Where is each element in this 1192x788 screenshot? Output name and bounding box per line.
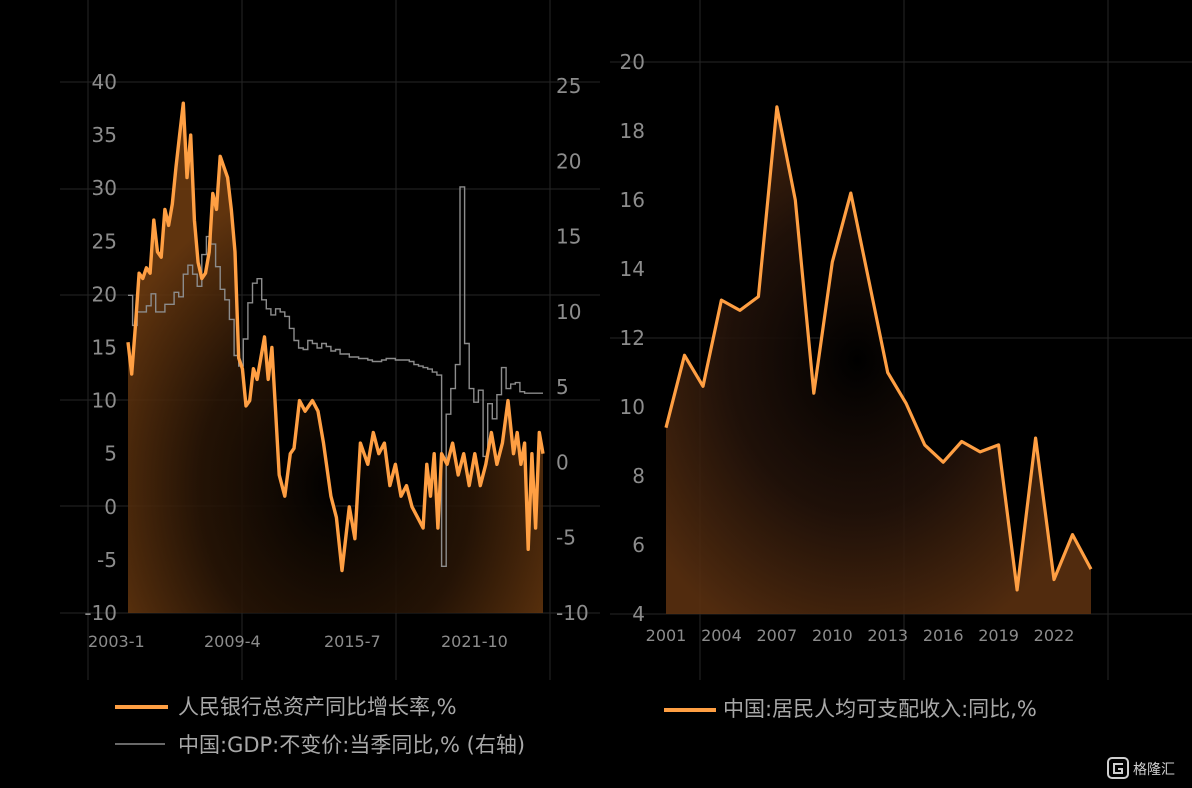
watermark: 格隆汇	[1107, 757, 1175, 779]
left-y-tick-label: -10	[84, 601, 117, 625]
income-y-axis-ticks: 20 18 16 14 12 10 8 6 4	[620, 50, 645, 626]
legend-item-gdp: 中国:GDP:不变价:当季同比,% (右轴)	[115, 733, 525, 757]
left-x-tick-label: 2021-10	[441, 632, 508, 651]
pboc-assets-area-fill	[128, 103, 543, 613]
legend-label-gdp: 中国:GDP:不变价:当季同比,% (右轴)	[178, 733, 525, 757]
gdp-yoy-line	[128, 186, 543, 567]
right-y-tick-label: 0	[556, 450, 569, 474]
left-x-tick-label: 2015-7	[324, 632, 381, 651]
left-legend: 人民银行总资产同比增长率,% 中国:GDP:不变价:当季同比,% (右轴)	[115, 695, 525, 757]
right-chart: 20 18 16 14 12 10 8 6 4 2001 2004 2007 2010 2013 2016…	[620, 50, 1093, 645]
left-x-axis-ticks: 2003-1 2009-4 2015-7 2021-10	[88, 632, 508, 651]
left-y-tick-label: 25	[92, 229, 117, 253]
left-y-tick-label: 30	[92, 176, 117, 200]
legend-label-pboc: 人民银行总资产同比增长率,%	[178, 695, 457, 719]
income-x-axis-ticks: 2001 2004 2007 2010 2013 2016 2019 2022	[646, 626, 1075, 645]
income-x-tick-label: 2019	[978, 626, 1019, 645]
left-chart: 40 35 30 25 20 15 10 5 0 -5 -10 25 20 15 10 5 0 -5 -10 20…	[84, 70, 588, 651]
income-y-tick-label: 18	[620, 119, 645, 143]
income-x-tick-label: 2016	[923, 626, 964, 645]
income-yoy-line	[664, 105, 1093, 592]
right-y-tick-label: 10	[556, 300, 581, 324]
income-yoy-area-fill	[666, 106, 1091, 615]
right-y-tick-label: -10	[556, 601, 589, 625]
income-x-tick-label: 2004	[701, 626, 742, 645]
income-y-tick-label: 16	[620, 188, 645, 212]
right-y-tick-label: 5	[556, 375, 569, 399]
left-y-tick-label: 35	[92, 123, 117, 147]
income-x-tick-label: 2013	[867, 626, 908, 645]
pboc-assets-yoy-line	[126, 101, 545, 573]
income-x-tick-label: 2022	[1034, 626, 1075, 645]
income-x-tick-label: 2001	[646, 626, 687, 645]
right-y-axis-ticks: 25 20 15 10 5 0 -5 -10	[556, 74, 589, 625]
income-y-tick-label: 20	[620, 50, 645, 74]
left-y-tick-label: 10	[92, 389, 117, 413]
left-y-tick-label: 0	[104, 495, 117, 519]
income-y-tick-label: 6	[632, 533, 645, 557]
left-x-tick-label: 2003-1	[88, 632, 145, 651]
right-y-tick-label: -5	[556, 526, 576, 550]
income-y-tick-label: 4	[632, 602, 645, 626]
income-x-tick-label: 2010	[812, 626, 853, 645]
watermark-text: 格隆汇	[1133, 762, 1175, 778]
left-x-tick-label: 2009-4	[204, 632, 261, 651]
right-y-tick-label: 15	[556, 225, 581, 249]
income-y-tick-label: 14	[620, 257, 645, 281]
left-y-tick-label: 15	[92, 336, 117, 360]
right-y-tick-label: 25	[556, 74, 581, 98]
income-x-tick-label: 2007	[757, 626, 798, 645]
income-y-tick-label: 10	[620, 395, 645, 419]
right-legend: 中国:居民人均可支配收入:同比,%	[664, 697, 1037, 721]
legend-label-income: 中国:居民人均可支配收入:同比,%	[723, 697, 1037, 721]
left-y-tick-label: 20	[92, 282, 117, 306]
left-y-tick-label: 40	[92, 70, 117, 94]
logo-g-icon	[1107, 757, 1129, 779]
income-y-tick-label: 12	[620, 326, 645, 350]
income-y-tick-label: 8	[632, 464, 645, 488]
left-y-tick-label: 5	[104, 442, 117, 466]
right-y-tick-label: 20	[556, 149, 581, 173]
legend-item-pboc: 人民银行总资产同比增长率,%	[115, 695, 457, 719]
left-y-axis-ticks: 40 35 30 25 20 15 10 5 0 -5 -10	[84, 70, 117, 625]
left-y-tick-label: -5	[97, 548, 117, 572]
